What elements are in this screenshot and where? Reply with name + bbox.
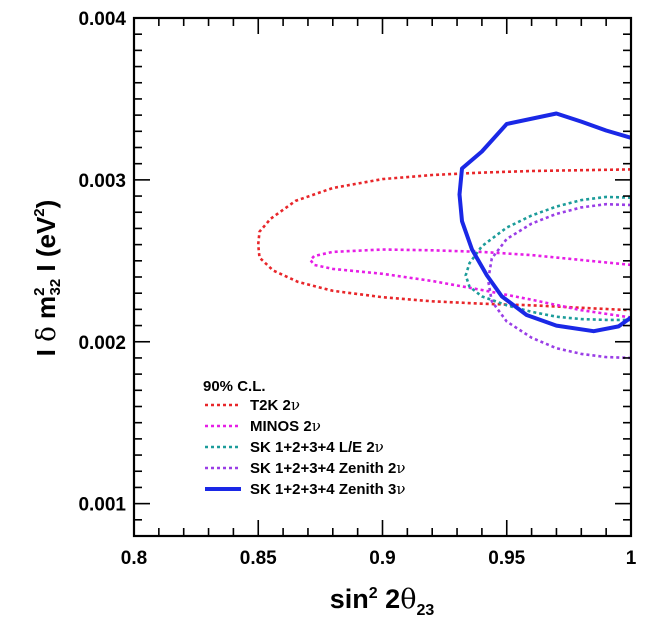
tick-labels-layer: 0.8 0.85 0.9 0.95 1 0.001 0.002 0.003 0.004 (78, 9, 636, 569)
y-tick-label: 0.001 (78, 495, 126, 516)
legend-label-4: SK 1+2+3+4 Zenith 2ν (250, 459, 405, 477)
x-axis-title: sin2 2θ23 (330, 584, 435, 619)
x-tick-label: 1 (626, 548, 637, 569)
x-tick-label: 0.8 (121, 548, 147, 569)
legend-label-2: MINOS 2ν (250, 417, 321, 435)
legend-label-5: SK 1+2+3+4 Zenith 3ν (250, 480, 405, 498)
legend-label-3: SK 1+2+3+4 L/E 2ν (250, 438, 384, 456)
y-tick-label: 0.003 (78, 171, 126, 192)
x-tick-label: 0.95 (488, 548, 525, 569)
series-layer (256, 111, 633, 360)
series-line-5 (457, 111, 633, 334)
x-tick-label: 0.9 (369, 548, 395, 569)
ticks-layer (133, 17, 632, 537)
legend-title: 90% C.L. (203, 378, 266, 395)
x-tick-label: 0.85 (240, 548, 277, 569)
y-axis-title: I δ m232 I (eV2) (31, 200, 64, 357)
series-line-3 (464, 195, 632, 322)
legend-label-1: T2K 2ν (250, 396, 300, 414)
y-tick-label: 0.002 (78, 333, 126, 354)
legend: 90% C.L. T2K 2ν MINOS 2ν SK 1+2+3+4 L/E 2ν… (203, 378, 405, 498)
y-tick-label: 0.004 (78, 9, 126, 30)
